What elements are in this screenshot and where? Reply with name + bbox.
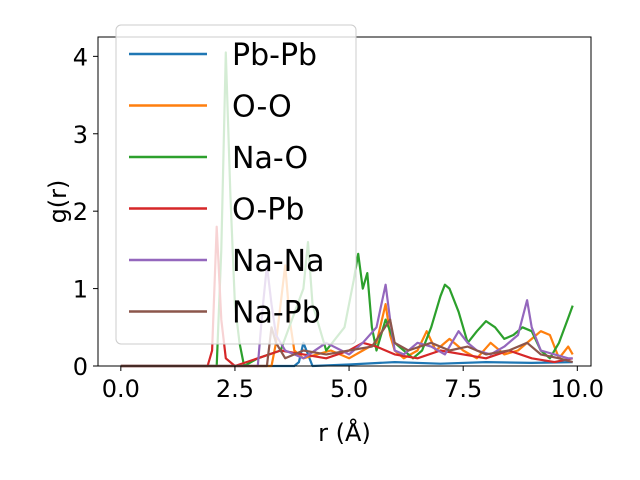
x-tick-label: 5.0 bbox=[330, 375, 368, 403]
y-tick-label: 2 bbox=[73, 198, 88, 226]
y-axis-label: g(r) bbox=[44, 180, 72, 224]
legend: Pb-Pb O-O Na-O O-Pb Na-Na Na-Pb bbox=[115, 24, 357, 345]
axis-ticks: 0.0 2.5 5.0 7.5 10.0 0 1 2 3 4 bbox=[73, 43, 604, 403]
legend-entry-label: Na-Na bbox=[232, 244, 324, 279]
legend-entry-label: Na-Pb bbox=[232, 296, 321, 331]
legend-entry-label: Na-O bbox=[232, 141, 308, 176]
y-tick-label: 1 bbox=[73, 276, 88, 304]
legend-entry-label: O-Pb bbox=[232, 193, 304, 228]
legend-entry-label: Pb-Pb bbox=[232, 38, 317, 73]
x-tick-label: 10.0 bbox=[551, 375, 604, 403]
y-tick-label: 0 bbox=[73, 353, 88, 381]
x-tick-label: 0.0 bbox=[102, 375, 140, 403]
x-tick-label: 2.5 bbox=[216, 375, 254, 403]
legend-entry-label: O-O bbox=[232, 90, 292, 125]
y-tick-label: 4 bbox=[73, 43, 88, 71]
series-line-na-o bbox=[120, 51, 574, 368]
series-line-na-pb bbox=[120, 318, 573, 368]
x-tick-label: 7.5 bbox=[444, 375, 482, 403]
x-axis-label: r (Å) bbox=[318, 418, 371, 447]
y-tick-label: 3 bbox=[73, 121, 88, 149]
series-line-pb-pb bbox=[120, 341, 573, 368]
